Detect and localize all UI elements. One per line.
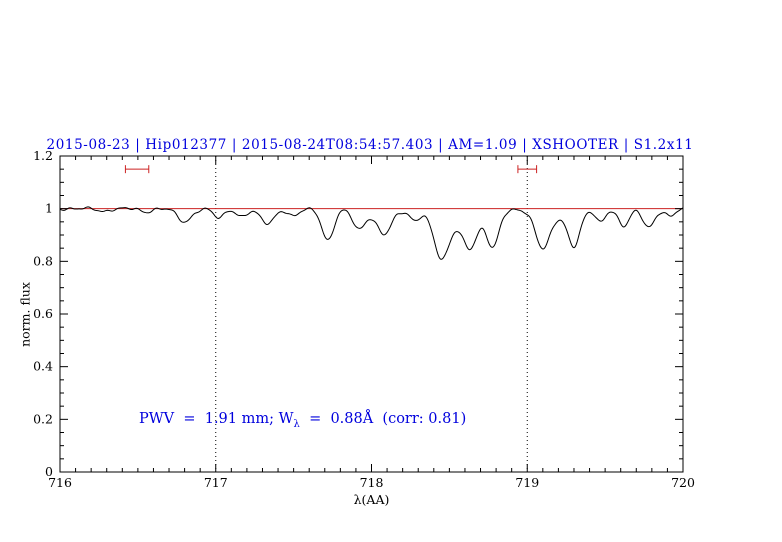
plot-title: 2015-08-23 | Hip012377 | 2015-08-24T08:5… [46,137,694,153]
svg-text:0.8: 0.8 [33,253,53,268]
svg-text:0: 0 [45,464,53,479]
svg-text:717: 717 [204,475,228,490]
svg-text:1: 1 [45,201,53,216]
svg-text:1.2: 1.2 [33,148,53,163]
pwv-annotation-sub: λ [293,418,300,430]
y-axis-label: norm. flux [17,282,33,347]
x-axis-label: λ(AA) [353,492,390,507]
svg-text:0.4: 0.4 [33,359,53,374]
svg-text:0.2: 0.2 [33,411,53,426]
pwv-annotation-prefix: PWV = 1.91 mm; W [139,411,294,427]
svg-text:716: 716 [48,475,72,490]
svg-text:719: 719 [515,475,539,490]
svg-text:718: 718 [360,475,384,490]
svg-text:720: 720 [671,475,695,490]
svg-text:0.6: 0.6 [33,306,53,321]
pwv-annotation-suffix: = 0.88Å (corr: 0.81) [299,411,467,427]
pwv-annotation: PWV = 1.91 mm; Wλ = 0.88Å (corr: 0.81) [139,411,466,430]
